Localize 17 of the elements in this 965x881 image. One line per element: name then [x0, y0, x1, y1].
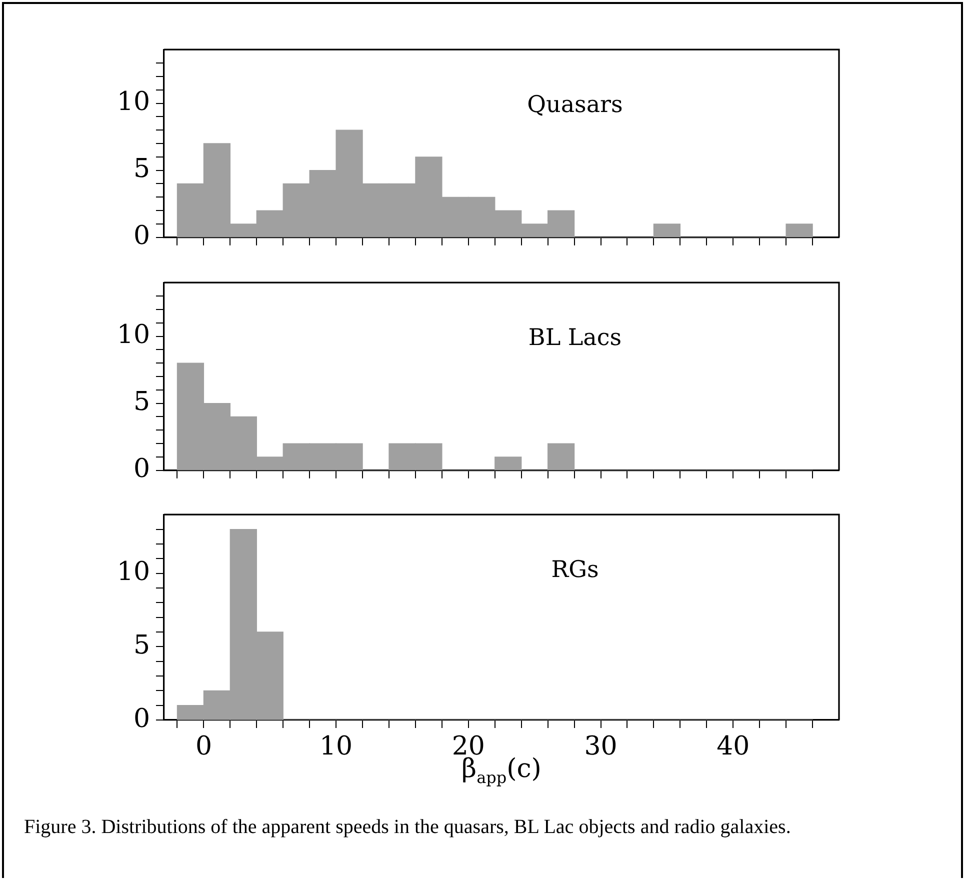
y-tick-label: 0 — [133, 222, 150, 252]
annotation: RGs — [551, 557, 599, 583]
y-tick-label: 0 — [133, 704, 150, 734]
y-tick-label: 5 — [133, 387, 150, 418]
y-tick-label: 10 — [116, 320, 150, 350]
y-tick-label: 10 — [116, 87, 150, 118]
caption: Figure 3. Distributions of the apparent speeds in the quasars, BL Lac objects and radio galaxies. — [24, 815, 792, 840]
y-tick-label: 10 — [116, 557, 150, 588]
y-tick-label: 5 — [133, 630, 150, 661]
y-tick-label: 5 — [133, 154, 150, 184]
x-tick-label: 30 — [584, 732, 618, 762]
annotation: BL Lacs — [528, 325, 622, 351]
annotation: Quasars — [527, 92, 623, 118]
y-tick-label: 0 — [133, 454, 150, 485]
x-tick-label: 0 — [195, 732, 212, 762]
x-tick-label: 40 — [716, 732, 750, 762]
x-tick-label: 10 — [320, 732, 353, 762]
